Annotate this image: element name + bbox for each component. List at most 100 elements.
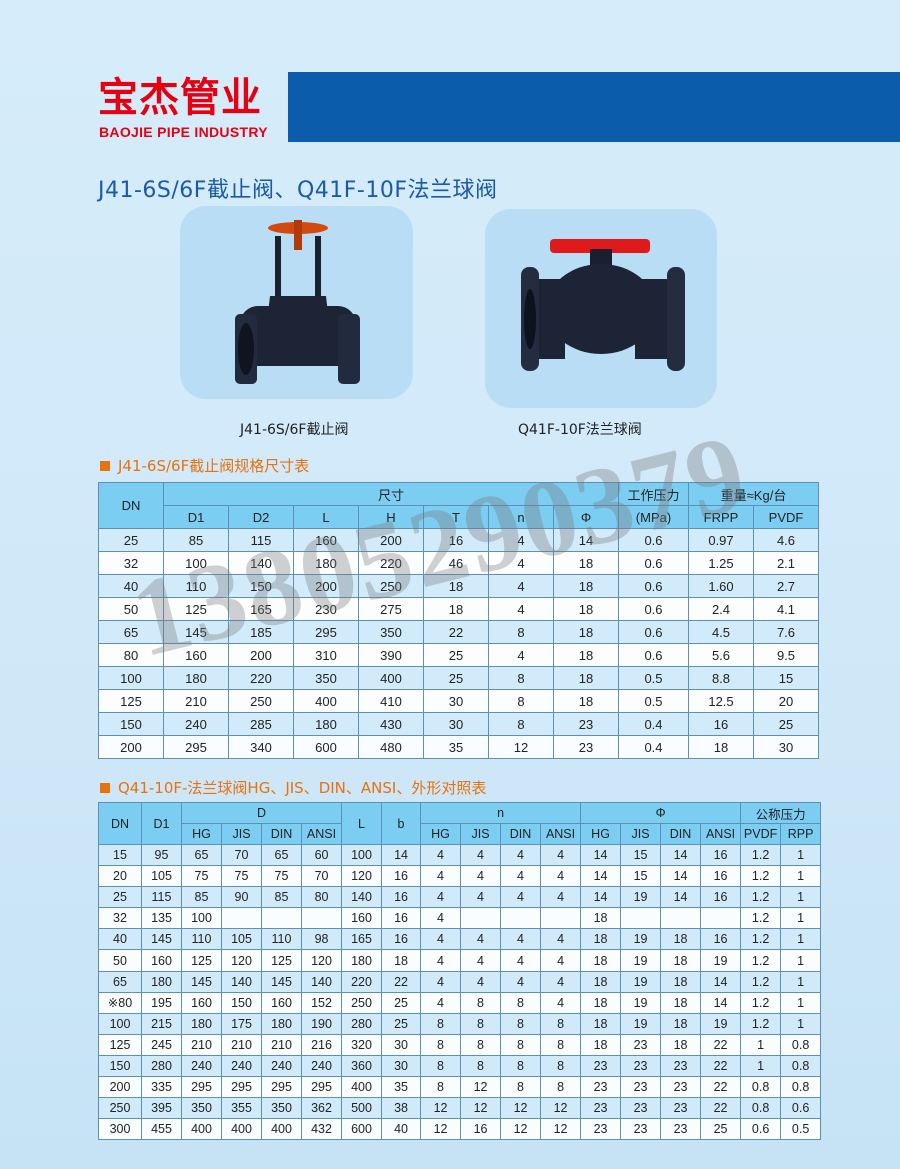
table-cell: 75 <box>181 865 222 888</box>
table-row: 25 115 85 90 85 80 140 16 4 4 4 4 14 19 14 16 1.2 1 <box>98 886 822 909</box>
table-row: 65 180 145 140 145 140 220 22 4 4 4 4 18 19 18 14 1.2 1 <box>98 970 822 993</box>
table-cell: 4 <box>500 970 542 993</box>
table-cell: 19 <box>620 991 662 1014</box>
table-cell <box>261 907 302 930</box>
table-cell: 295 <box>181 1076 222 1099</box>
table-cell: 18 <box>553 689 619 713</box>
table-cell: 16 <box>381 928 422 951</box>
table-cell: 1.2 <box>740 865 782 888</box>
col-header: H <box>358 505 424 529</box>
table-cell: 23 <box>580 1118 622 1141</box>
table-cell: 180 <box>163 666 229 690</box>
table-cell: 120 <box>341 865 383 888</box>
table-cell: 18 <box>553 551 619 575</box>
table-cell: 4 <box>500 928 542 951</box>
table-cell: 35 <box>423 735 489 759</box>
col-header: Φ <box>553 505 619 529</box>
table-row: 125 210 250 400 410 30 8 18 0.5 12.5 20 <box>98 689 819 713</box>
table-cell <box>500 907 542 930</box>
table-cell: 125 <box>261 949 302 972</box>
table-cell: 400 <box>358 666 424 690</box>
table-cell: 9.5 <box>753 643 819 667</box>
table-cell: 16 <box>381 886 422 909</box>
col-header: JIS <box>460 823 502 845</box>
table-cell: 2.4 <box>688 597 754 621</box>
table-cell: 180 <box>293 551 359 575</box>
table-cell: 165 <box>228 597 294 621</box>
table-cell: 390 <box>358 643 424 667</box>
col-header: ANSI <box>700 823 742 845</box>
table-row: 40 110 150 200 250 18 4 18 0.6 1.60 2.7 <box>98 574 819 598</box>
table-cell: 140 <box>228 551 294 575</box>
table-cell: 14 <box>580 865 622 888</box>
table-cell: 350 <box>358 620 424 644</box>
table-cell: 220 <box>341 970 383 993</box>
table-cell: 23 <box>620 1033 662 1056</box>
table-cell: 0.6 <box>618 574 689 598</box>
table-cell: 180 <box>181 1012 222 1035</box>
table-cell: 0.8 <box>780 1076 822 1099</box>
table-cell: 18 <box>580 991 622 1014</box>
table-cell: 19 <box>620 886 662 909</box>
product-caption: J41-6S/6F截止阀 <box>240 422 349 438</box>
table-cell: 195 <box>141 991 182 1014</box>
table-cell: 4 <box>540 886 582 909</box>
table-cell: 75 <box>261 865 302 888</box>
table-cell: 1 <box>780 970 822 993</box>
table-cell: 1 <box>780 1012 822 1035</box>
table-cell: 4 <box>420 843 462 867</box>
table-cell: 250 <box>228 689 294 713</box>
col-header: b <box>381 802 422 845</box>
ball-valve-icon <box>521 239 685 371</box>
table-cell: 0.6 <box>618 597 689 621</box>
table-cell: 40 <box>381 1118 422 1141</box>
col-header: DN <box>98 482 164 529</box>
table-cell: 14 <box>660 865 702 888</box>
table-cell: 23 <box>660 1118 702 1141</box>
table-cell: 80 <box>98 643 164 667</box>
table-cell: 240 <box>221 1054 262 1078</box>
table-cell: 8 <box>488 689 554 713</box>
table-cell: 432 <box>300 1118 343 1141</box>
table-cell: 8 <box>500 991 542 1014</box>
table-cell: 16 <box>423 528 489 552</box>
col-header: HG <box>580 823 622 845</box>
table-cell: 22 <box>700 1097 742 1120</box>
table-cell: 400 <box>181 1118 222 1141</box>
table-cell: 240 <box>163 712 229 736</box>
table-row: 150 240 285 180 430 30 8 23 0.4 16 25 <box>98 712 819 736</box>
table-cell: 250 <box>98 1097 142 1120</box>
table-cell: 1.60 <box>688 574 754 598</box>
table-cell: 19 <box>700 949 742 972</box>
col-header: JIS <box>221 823 262 845</box>
table-cell: 90 <box>221 886 262 909</box>
table-cell: 65 <box>98 620 164 644</box>
col-header: DIN <box>660 823 702 845</box>
table-cell: 16 <box>460 1118 502 1141</box>
col-header: D2 <box>228 505 294 529</box>
table-cell: 0.8 <box>780 1033 822 1056</box>
table-cell: 30 <box>423 689 489 713</box>
table-cell: 340 <box>228 735 294 759</box>
table-cell: 16 <box>688 712 754 736</box>
table-cell: 8 <box>420 1012 462 1035</box>
table-cell: 0.5 <box>618 666 689 690</box>
col-header: PVDF <box>740 823 782 845</box>
table-row: 200 295 340 600 480 35 12 23 0.4 18 30 <box>98 735 819 759</box>
table-cell: 350 <box>261 1097 302 1120</box>
table-row: 300 455 400 400 400 432 600 40 12 16 12 12 23 23 23 25 0… <box>98 1118 822 1141</box>
table-cell: 4 <box>500 843 542 867</box>
table-row: 25 85 115 160 200 16 4 14 0.6 0.97 4.6 <box>98 528 819 552</box>
table-cell: 23 <box>620 1076 662 1099</box>
table-cell: 1.2 <box>740 1012 782 1035</box>
table-cell: 395 <box>141 1097 182 1120</box>
table-cell: 50 <box>98 949 142 972</box>
table-cell: 250 <box>341 991 383 1014</box>
table-cell: 0.6 <box>780 1097 822 1120</box>
table-cell: 240 <box>181 1054 222 1078</box>
table-cell: 295 <box>300 1076 343 1099</box>
table-cell: 145 <box>163 620 229 644</box>
table-cell: 0.6 <box>618 643 689 667</box>
table-cell: 295 <box>163 735 229 759</box>
table-cell: 4 <box>420 865 462 888</box>
